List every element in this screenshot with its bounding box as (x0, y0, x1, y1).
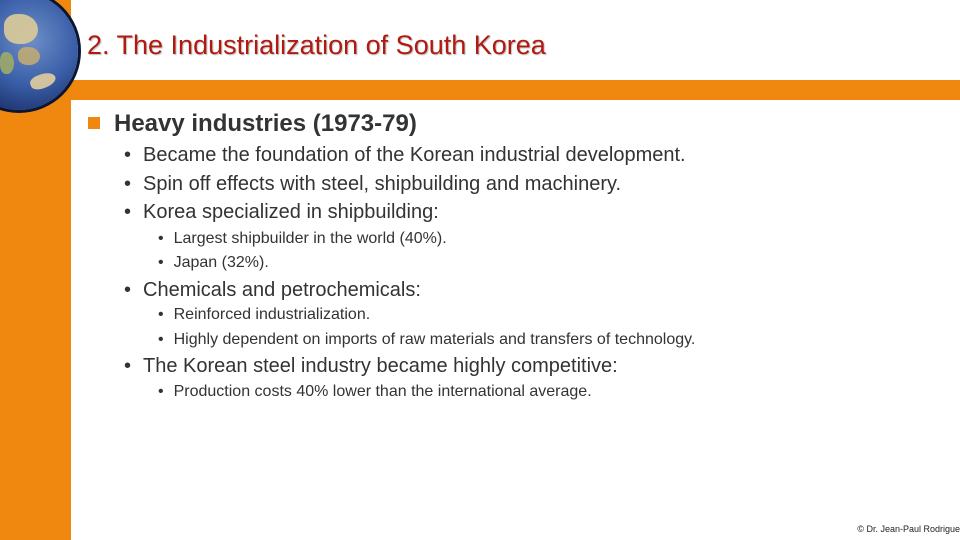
sub-bullet-item: • Japan (32%). (158, 254, 269, 271)
section-heading-text: Heavy industries (1973-79) (114, 110, 417, 137)
title-underline-bar (71, 80, 960, 100)
copyright-footer: © Dr. Jean-Paul Rodrigue (857, 524, 960, 534)
bullet-item: • Became the foundation of the Korean ind… (124, 144, 686, 166)
bullet-item: • Chemicals and petrochemicals: (124, 279, 421, 301)
bullet-item: • Spin off effects with steel, shipbuildi… (124, 173, 622, 195)
square-bullet-icon (88, 117, 100, 129)
bullet-item: • The Korean steel industry became highly… (124, 355, 618, 377)
bullet-item: • Korea specialized in shipbuilding: (124, 201, 439, 223)
sub-bullet-item: • Largest shipbuilder in the world (40%). (158, 230, 447, 247)
sub-bullet-item: • Production costs 40% lower than the int… (158, 383, 592, 400)
sub-bullet-item: • Reinforced industrialization. (158, 306, 371, 323)
sub-bullet-item: • Highly dependent on imports of raw mate… (158, 331, 696, 348)
slide-title: 2. The Industrialization of South Korea (87, 30, 546, 60)
section-heading: Heavy industries (1973-79) (88, 110, 417, 138)
